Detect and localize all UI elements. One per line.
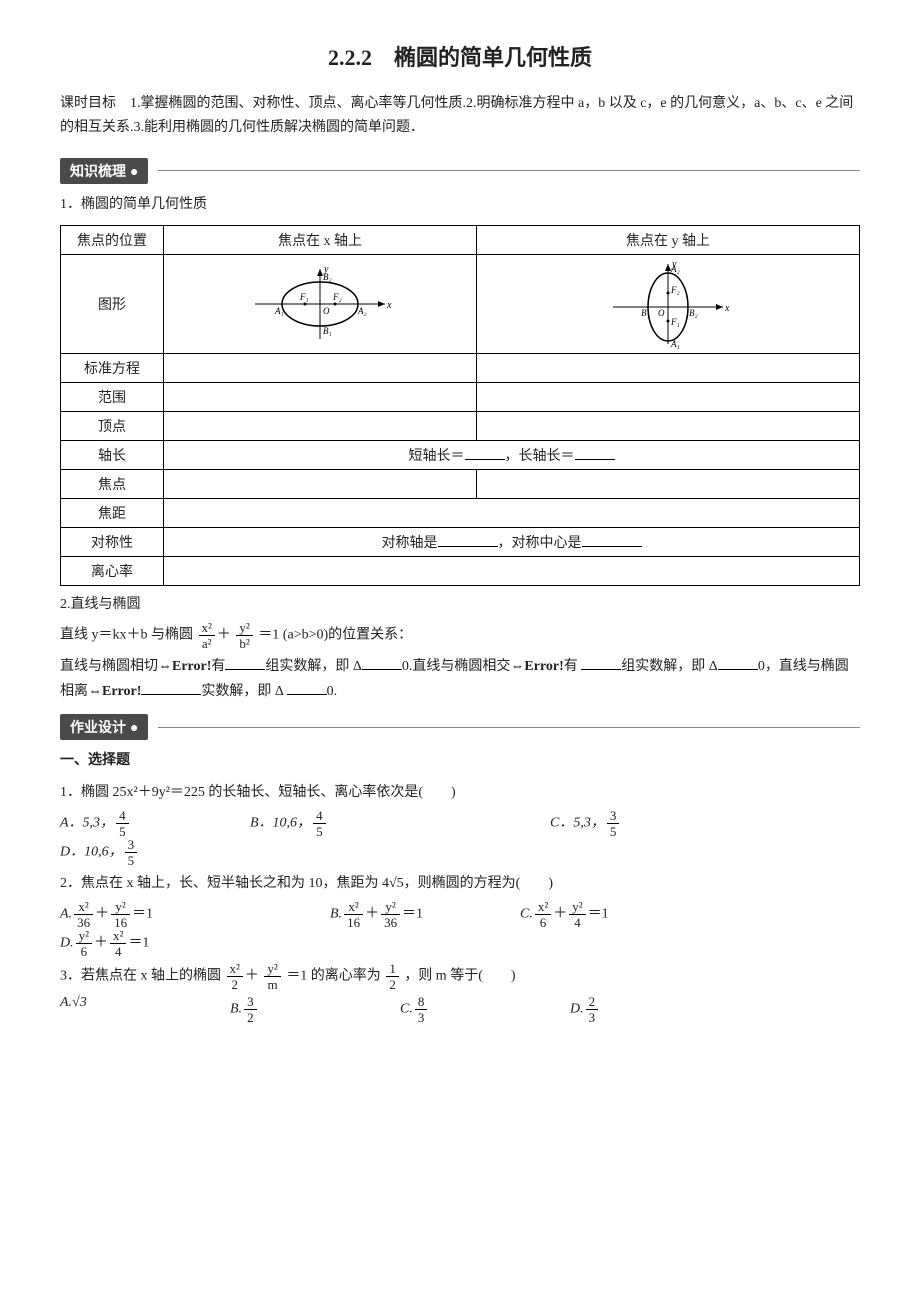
line-ellipse-relation: 直线 y＝kx＋b 与椭圆 x²a²＋ y²b² ＝1 (a>b>0)的位置关系… — [60, 621, 860, 650]
q2-options: A.x²36＋y²16＝1 B.x²16＋y²36＝1 C.x²6＋y²4＝1 … — [60, 900, 860, 958]
svg-text:A₂: A₂ — [357, 306, 367, 316]
question-1: 1．椭圆 25x²＋9y²＝225 的长轴长、短轴长、离心率依次是( ) — [60, 780, 860, 805]
svg-text:y: y — [323, 264, 329, 275]
table-row: 轴长 短轴长＝，长轴长＝ — [61, 440, 860, 469]
svg-text:x: x — [724, 303, 730, 314]
svg-text:F₁: F₁ — [670, 317, 680, 327]
svg-text:O: O — [658, 308, 665, 318]
svg-text:x: x — [386, 300, 392, 311]
table-row: 焦点 — [61, 469, 860, 498]
ellipse-x-axis-icon: F₁ F₂ A₁ A₂ B₂ B₁ O x y — [245, 264, 395, 344]
properties-table: 焦点的位置 焦点在 x 轴上 焦点在 y 轴上 图形 F₁ F₂ A₁ A₂ B… — [60, 225, 860, 586]
section-tag-knowledge: 知识梳理● — [60, 158, 148, 184]
svg-text:B₂: B₂ — [689, 308, 698, 318]
table-row: 离心率 — [61, 556, 860, 585]
svg-text:F₁: F₁ — [299, 292, 309, 302]
table-row: 范围 — [61, 382, 860, 411]
table-row: 顶点 — [61, 411, 860, 440]
table-row: 焦距 — [61, 498, 860, 527]
svg-text:F₂: F₂ — [332, 292, 342, 302]
section-knowledge: 知识梳理● — [60, 158, 860, 184]
relation-detail: 直线与椭圆相切⇔Error!有组实数解，即 Δ0.直线与椭圆相交⇔Error!有… — [60, 654, 860, 704]
question-2: 2．焦点在 x 轴上，长、短半轴长之和为 10，焦距为 4√5，则椭圆的方程为(… — [60, 871, 860, 896]
choice-heading: 一、选择题 — [60, 748, 860, 773]
item-2-heading: 2.直线与椭圆 — [60, 592, 860, 617]
item-1-heading: 1．椭圆的简单几何性质 — [60, 192, 860, 217]
svg-text:A₁: A₁ — [670, 339, 680, 349]
q3-options: A.√3 B.32 C.83 D.23 — [60, 995, 860, 1024]
page-title: 2.2.2 椭圆的简单几何性质 — [60, 40, 860, 72]
section-tag-homework: 作业设计● — [60, 714, 148, 740]
svg-text:y: y — [671, 259, 677, 270]
objective-text: 课时目标 1.掌握椭圆的范围、对称性、顶点、离心率等几何性质.2.明确标准方程中… — [60, 92, 860, 140]
question-3: 3．若焦点在 x 轴上的椭圆 x²2＋ y²m ＝1 的离心率为 12 ，则 m… — [60, 962, 860, 991]
table-row: 标准方程 — [61, 353, 860, 382]
svg-text:B₁: B₁ — [641, 308, 650, 318]
table-row-shape: 图形 F₁ F₂ A₁ A₂ B₂ B₁ O x y — [61, 254, 860, 353]
svg-text:A₁: A₁ — [274, 306, 284, 316]
section-homework: 作业设计● — [60, 714, 860, 740]
svg-text:O: O — [323, 306, 330, 316]
q1-options: A．5,3，45 B．10,6，45 C．5,3，35 D．10,6，35 — [60, 809, 860, 867]
ellipse-y-axis-icon: F₂ F₁ B₁ B₂ A₂ A₁ O x y — [603, 259, 733, 349]
svg-text:B₁: B₁ — [323, 326, 332, 336]
svg-text:F₂: F₂ — [670, 285, 680, 295]
table-row-header: 焦点的位置 焦点在 x 轴上 焦点在 y 轴上 — [61, 225, 860, 254]
table-row: 对称性 对称轴是，对称中心是 — [61, 527, 860, 556]
